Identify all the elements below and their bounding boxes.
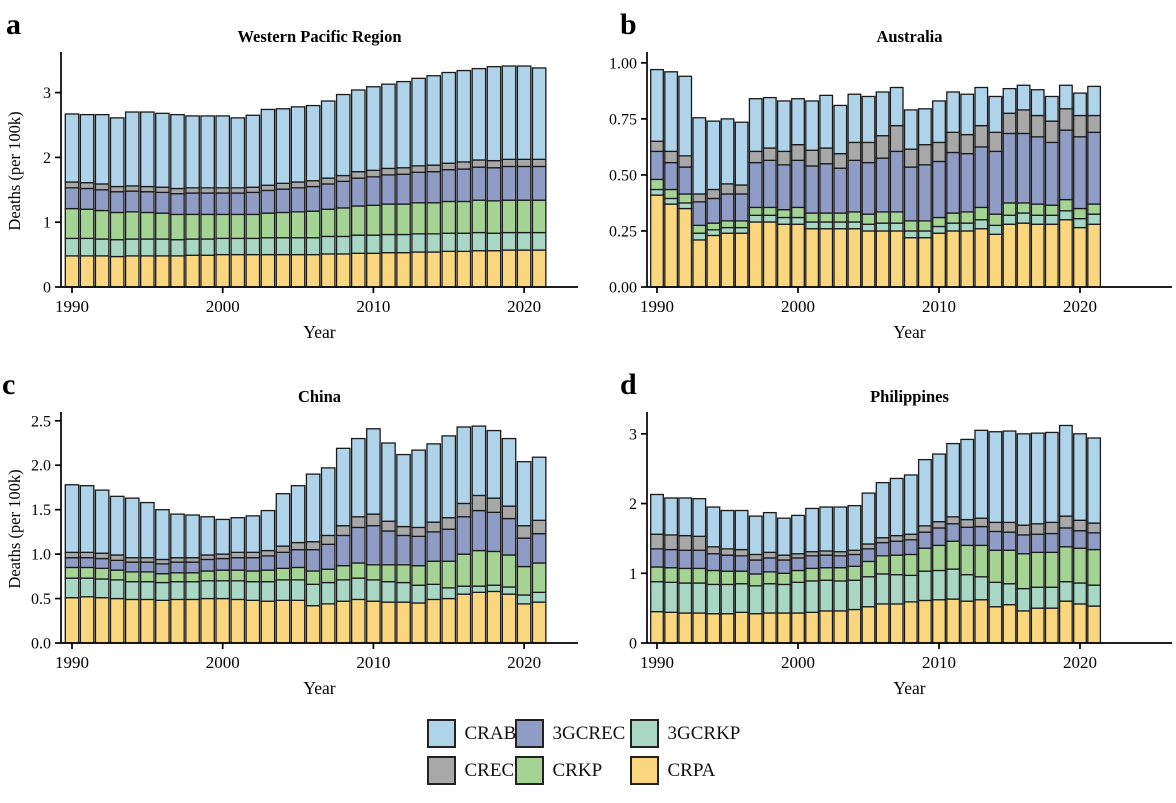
- legend-key-3gcrkp-swatch: [629, 719, 659, 748]
- chart-panel-d-philippines: 0 1 2 3 1990 2000 2010 2020 Philippines Year d: [620, 368, 1172, 698]
- svg-text:1: 1: [629, 566, 637, 583]
- legend-item-crab: CRAB: [426, 719, 517, 748]
- svg-text:1990: 1990: [55, 297, 89, 316]
- svg-text:0.75: 0.75: [609, 111, 637, 128]
- svg-text:d: d: [620, 368, 637, 401]
- svg-text:2000: 2000: [781, 297, 815, 316]
- svg-text:1: 1: [43, 215, 51, 232]
- svg-text:3: 3: [629, 426, 637, 443]
- legend-row-2: CREC CRKP CRPA: [426, 756, 750, 785]
- svg-text:1.5: 1.5: [31, 502, 51, 519]
- svg-text:Year: Year: [303, 678, 335, 698]
- svg-text:2000: 2000: [781, 653, 815, 672]
- svg-text:2020: 2020: [1063, 297, 1097, 316]
- svg-text:China: China: [298, 387, 341, 406]
- svg-text:0.50: 0.50: [609, 167, 637, 184]
- legend-item-crkp: CRKP: [514, 756, 630, 785]
- legend-row-1: CRAB 3GCREC 3GCRKP: [426, 719, 750, 748]
- svg-text:Australia: Australia: [877, 27, 943, 46]
- svg-text:1990: 1990: [640, 653, 674, 672]
- legend-label: CREC: [464, 759, 515, 781]
- svg-text:Deaths (per 100k): Deaths (per 100k): [5, 469, 24, 588]
- svg-text:2: 2: [43, 150, 51, 167]
- svg-text:1990: 1990: [640, 297, 674, 316]
- svg-text:Year: Year: [893, 322, 925, 342]
- legend-label: 3GCRKP: [667, 722, 741, 744]
- legend-key-3gcrec-swatch: [514, 719, 544, 748]
- svg-text:2020: 2020: [507, 297, 541, 316]
- legend-label: CRAB: [464, 722, 517, 744]
- svg-text:1.0: 1.0: [31, 547, 51, 564]
- chart-panel-a-western-pacific: 0 1 2 3 1990 2000 2010 2020 Western Pacific Regi…: [5, 8, 578, 342]
- svg-text:0.5: 0.5: [31, 591, 51, 608]
- legend-key-crkp-swatch: [514, 756, 544, 785]
- svg-text:Western Pacific Region: Western Pacific Region: [237, 27, 401, 46]
- svg-text:1990: 1990: [55, 653, 89, 672]
- svg-text:0: 0: [629, 636, 637, 653]
- legend-key-crab-swatch: [426, 719, 456, 748]
- legend-item-3gcrkp: 3GCRKP: [629, 719, 750, 748]
- svg-text:2000: 2000: [206, 653, 240, 672]
- svg-text:2020: 2020: [507, 653, 541, 672]
- svg-text:Year: Year: [303, 322, 335, 342]
- svg-text:b: b: [620, 8, 637, 41]
- svg-text:2000: 2000: [206, 297, 240, 316]
- legend-label: 3GCREC: [552, 722, 626, 744]
- chart-panel-c-china: 0.0 0.5 1.0 1.5 2.0 2.5 1990 2000 2010 2020 China Y…: [2, 368, 578, 698]
- svg-text:0.00: 0.00: [609, 280, 637, 297]
- svg-text:2010: 2010: [356, 297, 390, 316]
- svg-text:3: 3: [43, 85, 51, 102]
- svg-text:c: c: [2, 368, 15, 401]
- legend-key-crpa-swatch: [629, 756, 659, 785]
- svg-text:0.25: 0.25: [609, 223, 637, 240]
- svg-text:2010: 2010: [922, 297, 956, 316]
- svg-text:2.0: 2.0: [31, 458, 51, 475]
- legend-item-3gcrec: 3GCREC: [514, 719, 630, 748]
- legend-label: CRKP: [552, 759, 603, 781]
- svg-text:0: 0: [43, 280, 51, 297]
- svg-text:Year: Year: [893, 678, 925, 698]
- svg-text:0.0: 0.0: [31, 636, 51, 653]
- svg-text:Deaths (per 100k): Deaths (per 100k): [5, 111, 24, 230]
- legend: CRAB 3GCREC 3GCRKP CREC CRKP CRPA: [0, 719, 1176, 785]
- svg-text:a: a: [6, 8, 21, 41]
- svg-text:2010: 2010: [356, 653, 390, 672]
- svg-text:2010: 2010: [922, 653, 956, 672]
- svg-text:Philippines: Philippines: [870, 387, 949, 406]
- legend-label: CRPA: [667, 759, 716, 781]
- legend-item-crec: CREC: [426, 756, 515, 785]
- chart-panel-b-australia: 0.00 0.25 0.50 0.75 1.00 1990 2000 2010 2020 Aust…: [609, 8, 1172, 342]
- legend-item-crpa: CRPA: [629, 756, 750, 785]
- svg-text:2: 2: [629, 496, 637, 513]
- svg-text:2020: 2020: [1063, 653, 1097, 672]
- svg-text:2.5: 2.5: [31, 413, 51, 430]
- svg-text:1.00: 1.00: [609, 55, 637, 72]
- legend-key-crec-swatch: [426, 756, 456, 785]
